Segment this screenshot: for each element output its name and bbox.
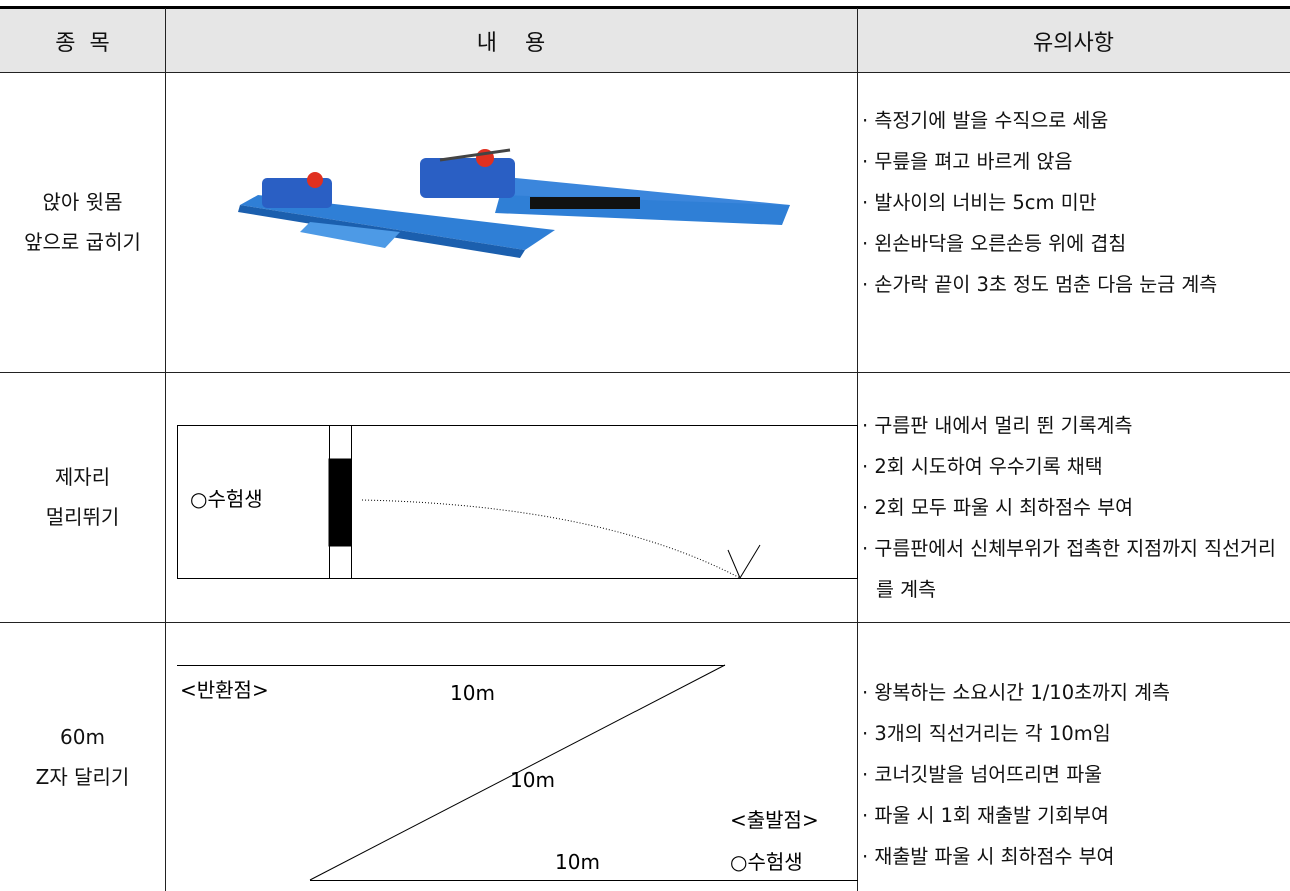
student-label: ○수험생 (730, 850, 803, 874)
notes-cell: · 측정기에 발을 수직으로 세움 · 무릎을 펴고 바르게 앉음 · 발사이의 너… (858, 100, 1290, 305)
note: · 왕복하는 소요시간 1/10초까지 계측 (862, 681, 1171, 704)
header-cell: 유의사항 (857, 9, 1290, 72)
note: · 코너깃발을 넘어뜨리면 파울 (862, 763, 1103, 786)
notes-cell: · 구름판 내에서 멀리 뛴 기록계측 · 2회 시도하여 우수기록 채택 · 2회… (858, 405, 1290, 610)
note: · 측정기에 발을 수직으로 세움 (862, 109, 1109, 132)
row-border (0, 372, 1290, 373)
item-line: Z자 달리기 (35, 764, 130, 789)
turn-point-label: <반환점> (180, 678, 269, 702)
item-line: 앉아 윗몸 (42, 190, 123, 214)
distance-label: 10m (555, 850, 600, 874)
row-border (0, 622, 1290, 623)
note: · 재출발 파울 시 최하점수 부여 (862, 845, 1115, 868)
z-run-diagram (177, 664, 858, 881)
row-border (0, 72, 1290, 73)
note: · 왼손바닥을 오른손등 위에 겹침 (862, 232, 1127, 255)
item-line: 앞으로 굽히기 (24, 230, 141, 254)
note: · 파울 시 1회 재출발 기회부여 (862, 804, 1109, 827)
item-line: 60m (60, 724, 105, 749)
header-cell: 종 목 (0, 9, 165, 72)
item-line: 제자리 (54, 465, 111, 489)
sit-and-reach-device (238, 148, 790, 258)
note: · 구름판에서 신체부위가 접촉한 지점까지 직선거리를 계측 (862, 537, 1276, 601)
item-line: 멀리뛰기 (45, 505, 120, 529)
note: · 발사이의 너비는 5cm 미만 (862, 191, 1097, 214)
note: · 2회 시도하여 우수기록 채택 (862, 455, 1103, 478)
col-border (165, 8, 166, 891)
top-border (0, 6, 1290, 9)
notes-cell: · 왕복하는 소요시간 1/10초까지 계측 · 3개의 직선거리는 각 10m임… (858, 672, 1290, 877)
student-label: ○수험생 (190, 487, 263, 511)
note: · 손가락 끝이 3초 정도 멈춘 다음 눈금 계측 (862, 273, 1218, 296)
header-cell: 내 용 (165, 9, 857, 72)
note: · 3개의 직선거리는 각 10m임 (862, 722, 1111, 745)
distance-label: 10m (510, 768, 555, 792)
note: · 무릎을 펴고 바르게 앉음 (862, 150, 1073, 173)
item-cell: 60m Z자 달리기 (0, 622, 165, 891)
start-point-label: <출발점> (730, 808, 819, 832)
note: · 2회 모두 파울 시 최하점수 부여 (862, 496, 1134, 519)
distance-label: 10m (450, 681, 495, 705)
note: · 구름판 내에서 멀리 뛴 기록계측 (862, 414, 1133, 437)
long-jump-diagram (177, 425, 858, 580)
